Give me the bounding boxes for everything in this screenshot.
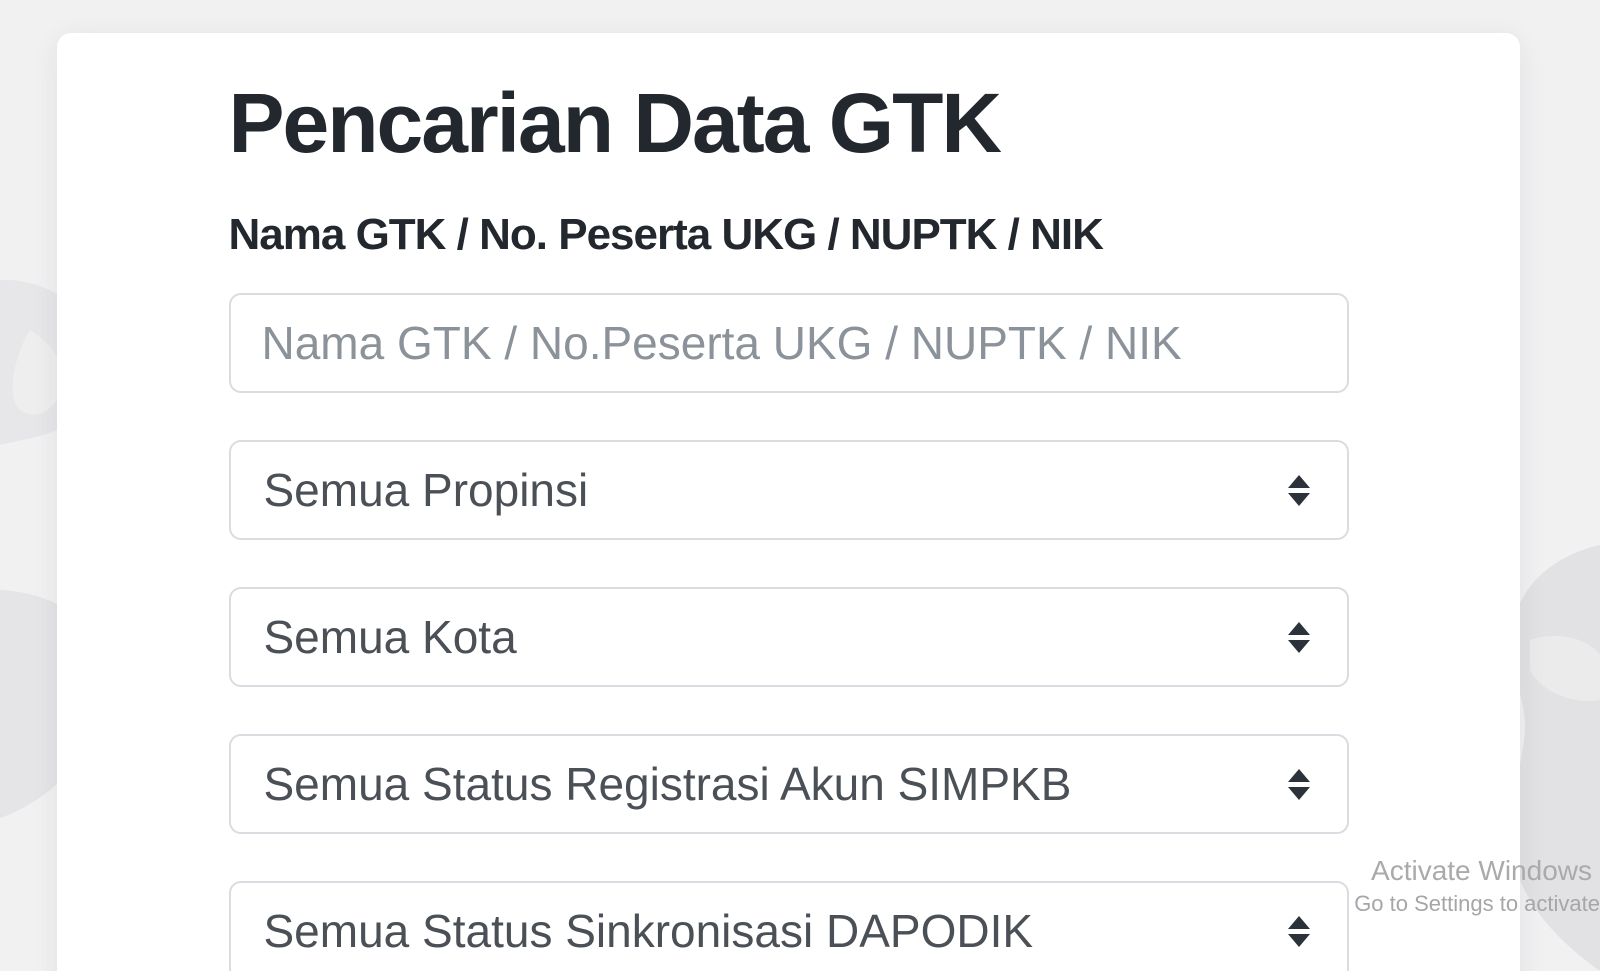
dapodik-sync-status-select-value: Semua Status Sinkronisasi DAPODIK xyxy=(263,905,1034,958)
simpkb-registration-status-select[interactable]: Semua Status Registrasi Akun SIMPKB xyxy=(228,734,1349,835)
city-select-value: Semua Kota xyxy=(263,611,517,664)
province-select-value: Semua Propinsi xyxy=(263,464,589,517)
simpkb-registration-status-select-value: Semua Status Registrasi Akun SIMPKB xyxy=(263,758,1072,811)
search-card: Pencarian Data GTK Nama GTK / No. Pesert… xyxy=(57,33,1520,971)
search-input[interactable] xyxy=(228,293,1349,394)
sort-arrows-icon xyxy=(1287,474,1310,506)
search-form: Pencarian Data GTK Nama GTK / No. Pesert… xyxy=(228,33,1349,971)
page-title: Pencarian Data GTK xyxy=(228,76,1003,170)
province-select[interactable]: Semua Propinsi xyxy=(228,440,1349,541)
sort-arrows-icon xyxy=(1287,915,1310,947)
sort-arrows-icon xyxy=(1287,621,1310,653)
search-label: Nama GTK / No. Peserta UKG / NUPTK / NIK xyxy=(228,210,1104,260)
city-select[interactable]: Semua Kota xyxy=(228,587,1349,688)
dapodik-sync-status-select[interactable]: Semua Status Sinkronisasi DAPODIK xyxy=(228,881,1349,971)
sort-arrows-icon xyxy=(1287,768,1310,800)
